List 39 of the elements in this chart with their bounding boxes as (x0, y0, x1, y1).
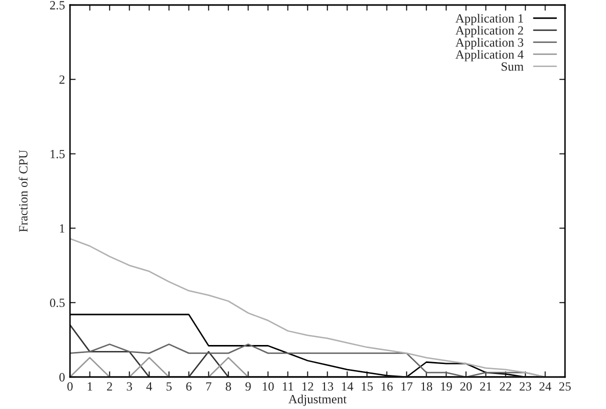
x-tick-label: 7 (206, 382, 212, 391)
y-tick-label: 0.5 (50, 298, 65, 308)
x-tick-label: 9 (245, 382, 251, 391)
x-tick-label: 22 (500, 382, 512, 391)
x-axis-title: Adjustment (288, 394, 347, 406)
y-tick-label: 0 (59, 373, 65, 382)
y-tick-label: 2.5 (50, 1, 65, 10)
x-tick-label: 10 (262, 382, 274, 391)
x-tick-label: 5 (166, 382, 172, 391)
legend-label: Application 4 (455, 50, 524, 62)
x-tick-label: 11 (282, 382, 294, 391)
x-tick-label: 6 (186, 382, 192, 391)
x-tick-label: 23 (520, 382, 532, 391)
x-tick-label: 2 (107, 382, 112, 391)
y-tick-label: 2 (59, 75, 64, 84)
x-tick-label: 8 (226, 382, 232, 391)
x-tick-label: 20 (460, 382, 472, 391)
y-axis-title: Fraction of CPU (18, 150, 28, 232)
x-tick-label: 24 (540, 382, 552, 391)
x-tick-label: 21 (480, 382, 492, 391)
x-tick-label: 13 (322, 382, 334, 391)
legend-label: Application 3 (455, 38, 524, 50)
x-tick-label: 16 (382, 382, 393, 391)
x-tick-label: 3 (126, 382, 132, 391)
x-tick-label: 14 (342, 382, 354, 391)
legend-label: Sum (502, 62, 524, 71)
x-tick-label: 1 (88, 382, 92, 391)
x-tick-label: 12 (302, 382, 314, 391)
legend-label: Application 1 (455, 14, 523, 26)
x-tick-label: 18 (421, 382, 432, 391)
y-tick-label: 1 (60, 224, 64, 233)
x-tick-label: 0 (67, 382, 73, 391)
x-tick-label: 25 (559, 382, 571, 391)
x-tick-label: 4 (146, 382, 152, 391)
legend-label: Application 2 (455, 26, 524, 38)
x-tick-label: 15 (362, 382, 373, 391)
x-tick-label: 17 (401, 382, 412, 391)
x-tick-label: 19 (441, 382, 452, 391)
y-tick-label: 1.5 (50, 150, 65, 158)
